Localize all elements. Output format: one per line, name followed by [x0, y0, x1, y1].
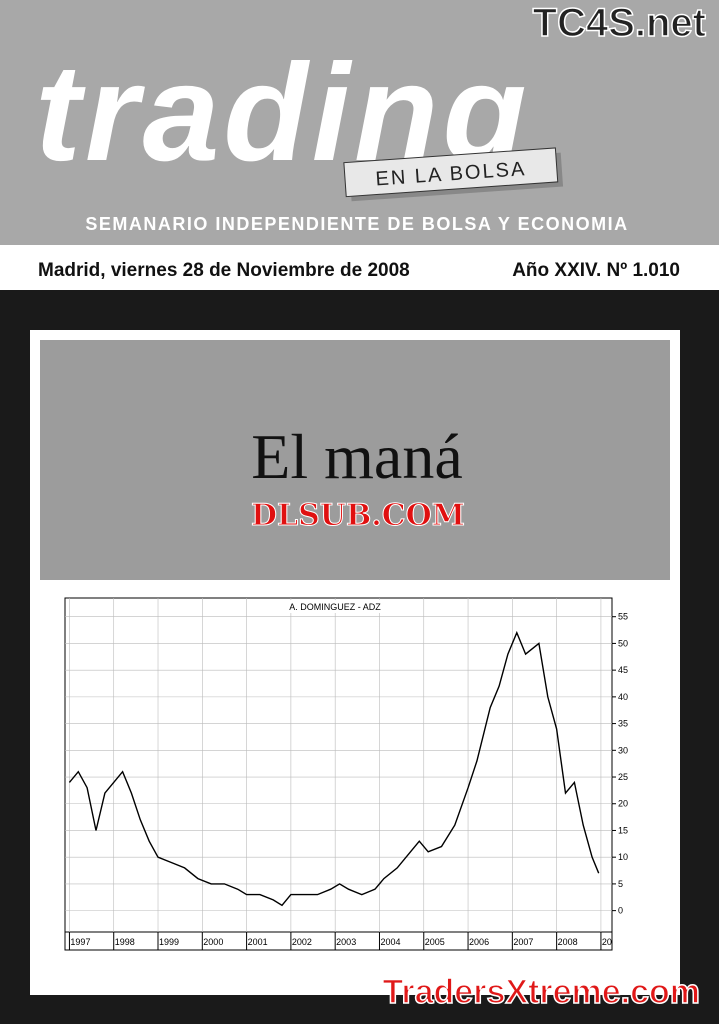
x-tick-label: 2000	[203, 937, 223, 947]
y-tick-label: 0	[618, 906, 623, 916]
issue: Año XXIV. Nº 1.010	[512, 260, 680, 281]
footer-watermark: TradersXtreme.com	[383, 973, 701, 1011]
y-tick-label: 50	[618, 638, 628, 648]
x-tick-label: 2001	[248, 937, 268, 947]
site-name: TC4S.net	[533, 1, 706, 45]
x-tick-label: 2007	[513, 937, 533, 947]
x-tick-label: 1997	[70, 937, 90, 947]
tagline-box: EN LA BOLSA	[343, 147, 564, 202]
x-tick-label: 2004	[380, 937, 400, 947]
x-tick-label: 1998	[115, 937, 135, 947]
y-tick-label: 5	[618, 879, 623, 889]
x-tick-label: 2005	[425, 937, 445, 947]
price-line	[68, 630, 600, 907]
x-tick-label: 1999	[159, 937, 179, 947]
x-tick-label: 2008	[558, 937, 578, 947]
chart-title-bg	[275, 600, 395, 613]
chart-title: A. DOMINGUEZ - ADZ	[289, 602, 381, 612]
tagline-panel	[343, 147, 559, 198]
x-axis-strip	[64, 931, 613, 951]
y-tick-label: 55	[618, 612, 628, 622]
y-tick-label: 40	[618, 692, 628, 702]
y-tick-label: 25	[618, 772, 628, 782]
y-tick-label: 35	[618, 719, 628, 729]
headline-box	[40, 340, 670, 580]
y-tick-label: 30	[618, 745, 628, 755]
watermark: DLSUB.COM	[251, 498, 465, 533]
x-tick-label: 20	[602, 937, 612, 947]
headline: El maná	[251, 421, 462, 492]
x-tick-label: 2006	[469, 937, 489, 947]
y-tick-label: 15	[618, 825, 628, 835]
plot-area	[64, 597, 613, 933]
x-tick-label: 2003	[336, 937, 356, 947]
y-tick-label: 45	[618, 665, 628, 675]
y-tick-label: 20	[618, 799, 628, 809]
x-tick-label: 2002	[292, 937, 312, 947]
masthead-bg	[0, 0, 719, 245]
chart: 0 5 10 15 20 25 30 35 40 45 50 55 1997 1998 1999 2000 20…	[64, 597, 628, 951]
dateline-bg	[0, 245, 719, 290]
y-tick-label: 10	[618, 852, 628, 862]
date: Madrid, viernes 28 de Noviembre de 2008	[38, 260, 410, 281]
subtitle: SEMANARIO INDEPENDIENTE DE BOLSA Y ECONO…	[85, 214, 628, 234]
